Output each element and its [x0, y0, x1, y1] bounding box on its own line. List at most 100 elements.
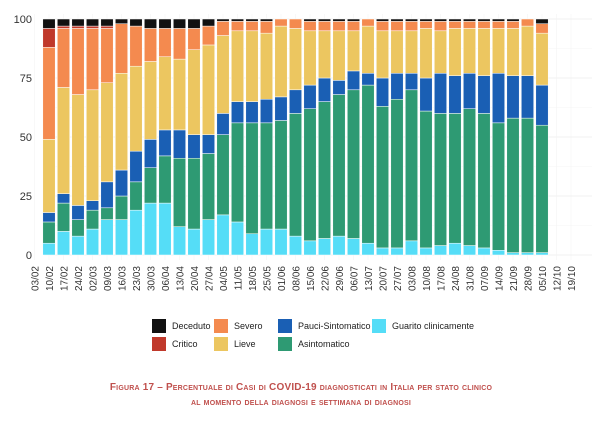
- bar-segment-lieve: [405, 30, 418, 74]
- bar-segment-pauci-sintomatico: [332, 80, 346, 95]
- bar-segment-lieve: [347, 30, 360, 72]
- bar-segment-pauci-sintomatico: [187, 134, 201, 159]
- legend-label-lieve: Lieve: [234, 339, 256, 349]
- legend-label-asintomatico: Asintomatico: [298, 339, 350, 349]
- bar-stack: [448, 18, 462, 256]
- bar-segment-deceduto: [158, 18, 172, 29]
- bar-segment-guarito-clinicamente: [115, 219, 128, 256]
- bar-segment-deceduto: [100, 18, 114, 27]
- bar-segment-severo: [187, 28, 201, 50]
- x-tick-label: 27/04: [205, 266, 216, 291]
- bar-segment-deceduto: [535, 18, 549, 24]
- bar-stack: [260, 18, 273, 256]
- x-tick-label: 10/08: [422, 266, 433, 291]
- bar-segment-severo: [492, 21, 505, 29]
- bar-stack: [71, 18, 85, 256]
- bar-segment-pauci-sintomatico: [347, 70, 360, 91]
- bar-segment-deceduto: [129, 18, 143, 27]
- bar-segment-pauci-sintomatico: [318, 77, 331, 102]
- bar-segment-critico: [86, 25, 99, 29]
- bar-segment-asintomatico: [521, 117, 534, 253]
- bar-segment-pauci-sintomatico: [419, 77, 433, 112]
- bar-segment-severo: [245, 21, 259, 32]
- bar-segment-lieve: [463, 28, 476, 74]
- bar-segment-guarito-clinicamente: [144, 202, 157, 256]
- bar-segment-severo: [202, 25, 215, 46]
- bar-segment-severo: [448, 21, 462, 29]
- bar-segment-pauci-sintomatico: [144, 139, 157, 168]
- bar-segment-deceduto: [390, 18, 404, 22]
- bar-segment-deceduto: [463, 18, 476, 22]
- x-tick-label: 10/02: [45, 266, 56, 291]
- bar-segment-severo: [289, 18, 302, 29]
- bar-segment-lieve: [521, 25, 534, 76]
- bar-segment-deceduto: [448, 18, 462, 22]
- bar-segment-guarito-clinicamente: [463, 245, 476, 256]
- bar-segment-severo: [303, 21, 317, 32]
- bar-segment-lieve: [158, 56, 172, 131]
- bar-segment-lieve: [361, 25, 375, 74]
- bar-segment-lieve: [71, 94, 85, 206]
- bar-segment-pauci-sintomatico: [521, 75, 534, 119]
- x-tick-label: 05/10: [538, 266, 549, 291]
- bar-stack: [129, 18, 143, 256]
- bar-segment-guarito-clinicamente: [100, 219, 114, 256]
- bar-segment-deceduto: [303, 18, 317, 22]
- bar-stack: [42, 18, 56, 256]
- bar-segment-deceduto: [231, 18, 244, 22]
- bar-segment-deceduto: [216, 18, 230, 22]
- bar-segment-severo: [115, 23, 128, 74]
- bar-segment-pauci-sintomatico: [448, 75, 462, 114]
- x-axis: 03/02 10/02 17/02 24/02 02/03 09/03 16/03 23/03…: [31, 266, 579, 291]
- bar-segment-lieve: [100, 82, 114, 183]
- bar-segment-lieve: [129, 65, 143, 152]
- bar-segment-deceduto: [245, 18, 259, 22]
- bar-segment-pauci-sintomatico: [57, 193, 70, 204]
- bar-segment-asintomatico: [506, 117, 520, 253]
- bar-segment-pauci-sintomatico: [129, 150, 143, 183]
- bar-segment-deceduto: [173, 18, 186, 29]
- bar-segment-guarito-clinicamente: [216, 214, 230, 256]
- bar-segment-pauci-sintomatico: [477, 75, 491, 114]
- bar-stack: [173, 18, 186, 256]
- bar-stack: [303, 18, 317, 256]
- bar-segment-severo: [71, 28, 85, 95]
- bar-segment-pauci-sintomatico: [158, 129, 172, 157]
- bar-segment-severo: [129, 25, 143, 67]
- legend-item-lieve: Lieve: [214, 337, 278, 351]
- bar-stack: [361, 18, 375, 256]
- bar-segment-severo: [332, 21, 346, 32]
- bar-segment-pauci-sintomatico: [202, 134, 215, 154]
- bar-segment-asintomatico: [86, 209, 99, 230]
- bar-segment-severo: [57, 28, 70, 88]
- bar-segment-pauci-sintomatico: [390, 73, 404, 100]
- bar-segment-lieve: [332, 30, 346, 81]
- x-tick-label: 12/10: [553, 266, 564, 291]
- legend-swatch-pauci-sintomatico: [278, 319, 292, 333]
- bar-segment-pauci-sintomatico: [492, 73, 505, 124]
- x-tick-label: 14/09: [495, 266, 506, 291]
- y-tick-label: 100: [14, 14, 32, 26]
- bar-segment-deceduto: [376, 18, 389, 22]
- bar-segment-severo: [477, 21, 491, 29]
- bar-segment-deceduto: [71, 18, 85, 27]
- bar-stack: [202, 18, 215, 256]
- bar-segment-guarito-clinicamente: [448, 242, 462, 256]
- bar-segment-guarito-clinicamente: [289, 235, 302, 256]
- bar-segment-pauci-sintomatico: [260, 98, 273, 124]
- bar-segment-pauci-sintomatico: [71, 205, 85, 220]
- bar-segment-guarito-clinicamente: [260, 228, 273, 256]
- bar-segment-guarito-clinicamente: [347, 238, 360, 256]
- bars: [42, 18, 549, 256]
- bar-segment-guarito-clinicamente: [434, 245, 447, 256]
- x-tick-label: 21/09: [509, 266, 520, 291]
- bar-segment-pauci-sintomatico: [100, 181, 114, 209]
- bar-segment-lieve: [492, 28, 505, 74]
- bar-segment-guarito-clinicamente: [390, 247, 404, 256]
- bar-segment-severo: [361, 18, 375, 27]
- bar-segment-critico: [100, 25, 114, 29]
- bar-segment-guarito-clinicamente: [202, 219, 215, 256]
- bar-segment-guarito-clinicamente: [303, 240, 317, 256]
- bar-stack: [144, 18, 157, 256]
- x-tick-label: 03/08: [408, 266, 419, 291]
